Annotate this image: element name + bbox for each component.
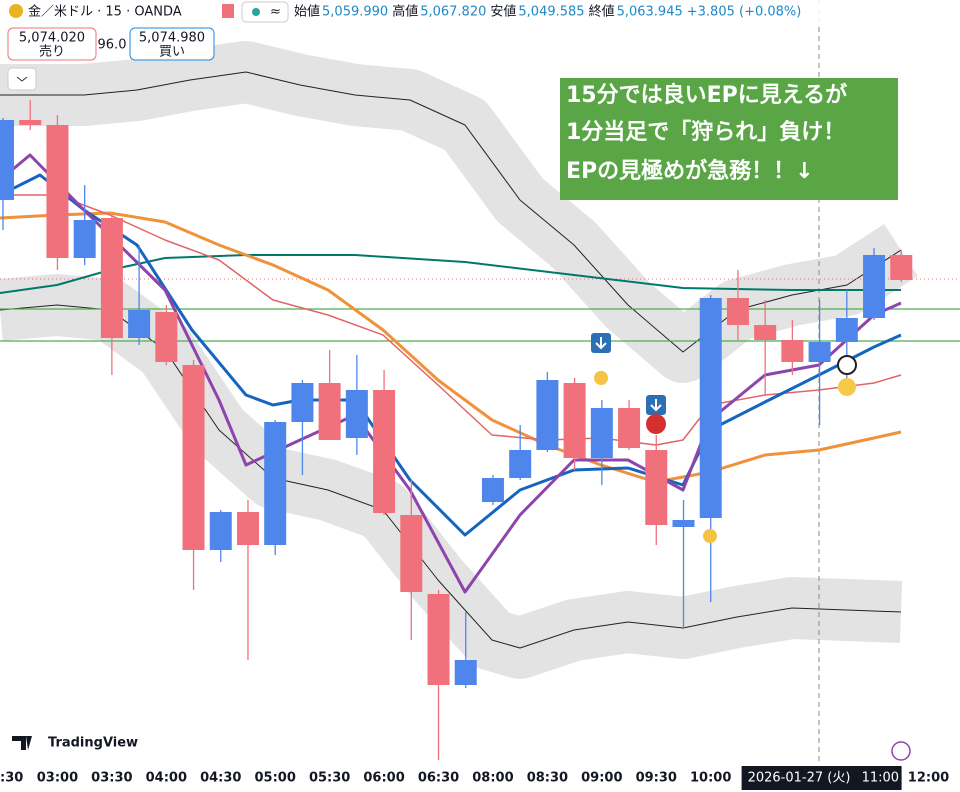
annotation: EPの見極めが急務！！↓ xyxy=(566,158,814,184)
sell-label: 売り xyxy=(39,44,65,60)
candle-body xyxy=(781,340,804,362)
candle-body xyxy=(454,660,477,685)
candle-body xyxy=(726,298,749,325)
x-tick-label: 12:00 xyxy=(908,771,949,786)
candle-body xyxy=(73,220,96,258)
crosshair-time: 11:00 xyxy=(862,771,899,786)
markers xyxy=(591,333,911,761)
x-tick-label: :30 xyxy=(0,771,23,786)
candle-body xyxy=(128,310,151,338)
x-tick-label: 08:30 xyxy=(527,771,568,786)
sell-price: 5,074.020 xyxy=(19,31,85,46)
x-tick-label: 06:00 xyxy=(363,771,404,786)
candle-body xyxy=(481,478,504,502)
crosshair-date: 2026-01-27 (火) xyxy=(748,771,851,786)
candle-body xyxy=(590,408,613,458)
ohlc-value: 5,067.820 xyxy=(420,5,486,20)
x-tick-label: 10:00 xyxy=(690,771,731,786)
x-tick-label: 05:30 xyxy=(309,771,350,786)
ohlc-value: 5,049.585 xyxy=(518,5,584,20)
ohlc-label: 終値 xyxy=(589,4,615,20)
ohlc-header: 始値 5,059.990 高値 5,067.820 安値 5,049.585 終値 5,063… xyxy=(294,4,801,20)
candle-body xyxy=(400,515,423,592)
candle-body xyxy=(509,450,532,478)
candle-body xyxy=(563,383,586,458)
sell-button[interactable] xyxy=(7,27,97,61)
candle-body xyxy=(345,390,368,438)
x-tick-label: 06:30 xyxy=(418,771,459,786)
collapse-button[interactable] xyxy=(7,67,37,91)
x-tick-label: 05:00 xyxy=(255,771,296,786)
logo: TradingView xyxy=(48,736,138,751)
candle-body xyxy=(890,255,913,280)
spread: 96.0 xyxy=(98,38,127,53)
candle-body xyxy=(291,383,314,422)
candle-body xyxy=(754,325,777,340)
x-axis: :30 03:00 03:30 04:00 04:30 05:00 05:30 06:00 06… xyxy=(0,766,949,790)
candles xyxy=(0,100,913,760)
candle-body xyxy=(672,520,695,527)
x-tick-label: 09:30 xyxy=(636,771,677,786)
x-tick-label: 09:00 xyxy=(581,771,622,786)
candle-body xyxy=(699,298,722,518)
candle-body xyxy=(209,512,232,550)
annotation: 15分では良いEPに見えるが xyxy=(566,82,847,108)
annotation: 1分当足で「狩られ」負け！ xyxy=(566,119,845,145)
candle-body xyxy=(19,120,42,125)
x-tick-label: 04:30 xyxy=(200,771,241,786)
candle-body xyxy=(373,390,396,513)
svg-text:≈: ≈ xyxy=(270,5,281,20)
ohlc-label: 安値 xyxy=(490,4,516,20)
x-tick-label: 03:00 xyxy=(37,771,78,786)
change: +3.805 (+0.08%) xyxy=(687,5,802,20)
candle-body xyxy=(182,365,205,550)
candle-body xyxy=(0,120,14,200)
candle-body xyxy=(46,125,69,258)
candle-body xyxy=(863,255,886,318)
ohlc-label: 始値 xyxy=(294,4,320,20)
candle-body xyxy=(808,342,831,362)
buy-button[interactable] xyxy=(129,27,215,61)
buy-price: 5,074.980 xyxy=(139,31,205,46)
candle-body xyxy=(100,218,123,338)
x-tick-label: 03:30 xyxy=(91,771,132,786)
candle-body xyxy=(618,408,641,448)
candle-body xyxy=(318,383,341,440)
ohlc-value: 5,059.990 xyxy=(322,5,388,20)
symbol[interactable]: 金／米ドル · 15 · OANDA xyxy=(28,4,182,20)
candle-body xyxy=(645,450,668,525)
candle-body xyxy=(835,318,858,342)
annotation-box xyxy=(560,78,898,200)
x-tick-label: 08:00 xyxy=(472,771,513,786)
candle-body xyxy=(236,512,259,545)
buy-label: 買い xyxy=(159,45,185,60)
symbol-icon xyxy=(9,4,23,18)
ohlc-value: 5,063.945 xyxy=(617,5,683,20)
candle-body xyxy=(264,422,287,545)
candle-body xyxy=(536,380,559,450)
candle-body xyxy=(427,594,450,685)
x-tick-label: 04:00 xyxy=(146,771,187,786)
candle-body xyxy=(155,312,178,362)
crosshair-label-bg xyxy=(741,766,902,790)
ohlc-label: 高値 xyxy=(392,4,418,20)
